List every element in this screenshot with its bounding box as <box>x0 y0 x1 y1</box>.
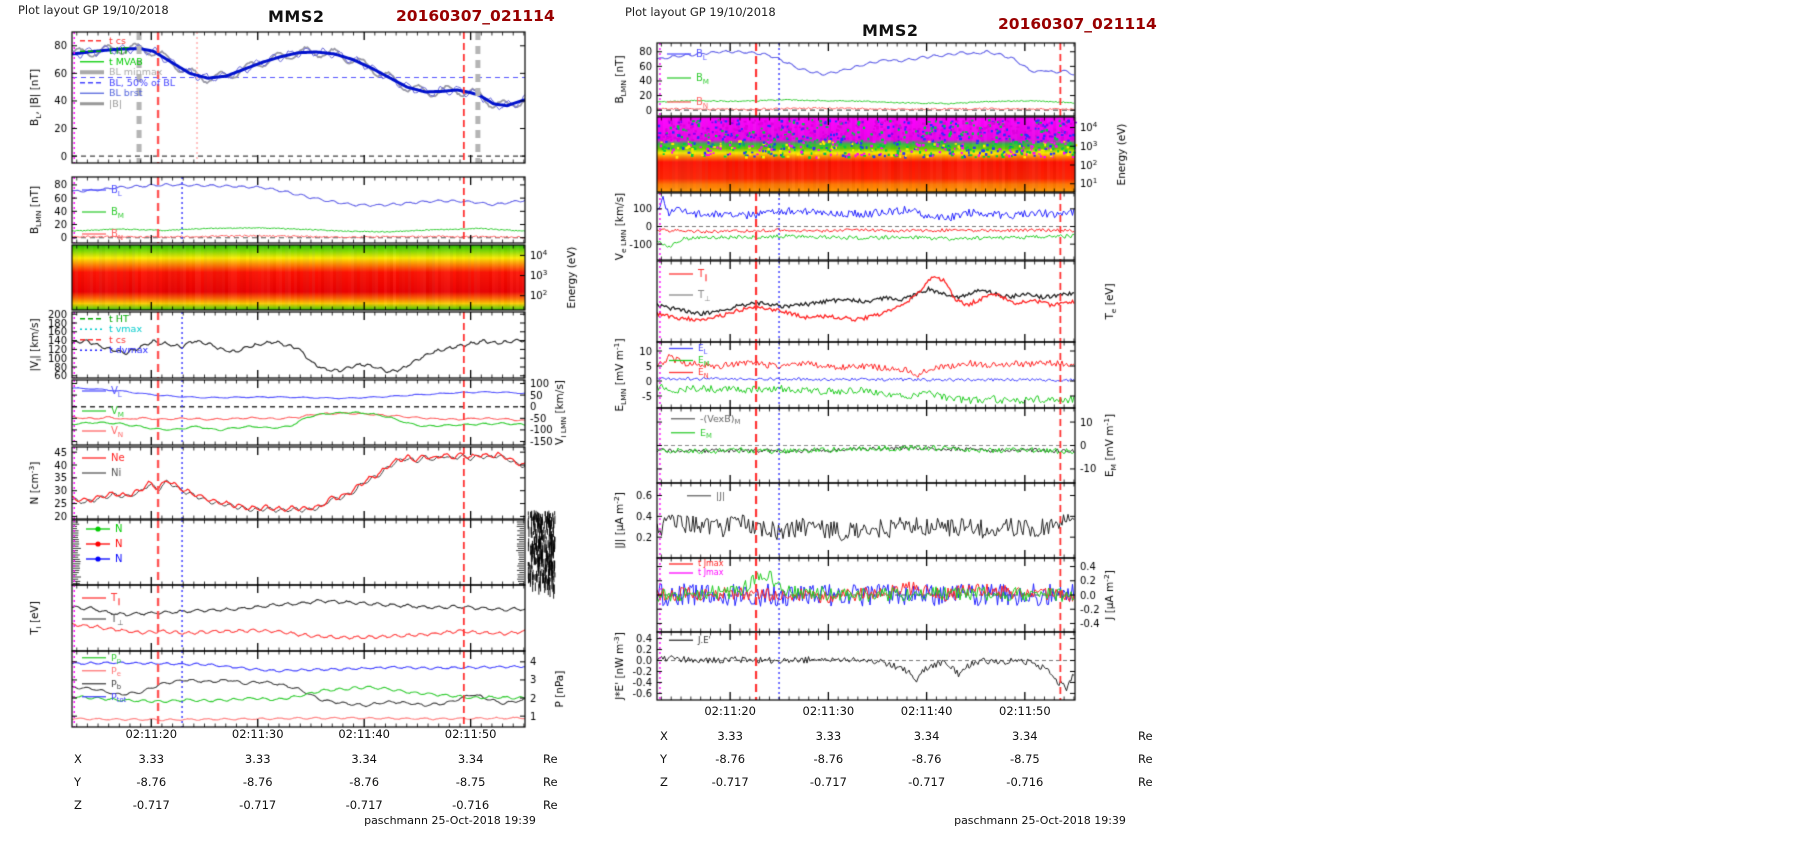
time-tick-label: 02:11:30 <box>231 727 284 741</box>
coord-value: -0.717 <box>345 798 383 812</box>
coord-value: -8.76 <box>813 752 844 766</box>
coord-value: -0.717 <box>132 798 170 812</box>
right-figure-title: MMS2 <box>862 21 919 40</box>
coord-value: -8.76 <box>349 775 380 789</box>
coord-row-label: Y <box>74 775 82 789</box>
coord-value: -0.717 <box>809 775 847 789</box>
coord-value: 3.34 <box>457 752 484 766</box>
figure-canvas <box>0 0 1210 745</box>
time-tick-label: 02:11:50 <box>444 727 497 741</box>
coord-value: -8.76 <box>136 775 167 789</box>
coord-value: 3.34 <box>913 729 940 743</box>
coord-row-label: Z <box>660 775 668 789</box>
coord-value: 3.34 <box>1012 729 1038 743</box>
coord-value: -8.75 <box>1009 752 1040 766</box>
time-tick-label: 02:11:40 <box>338 727 390 741</box>
coord-unit: Re <box>1138 775 1153 789</box>
coord-value: -8.76 <box>242 775 273 789</box>
left-figure-date: 20160307_021114 <box>396 7 555 25</box>
coord-value: 3.33 <box>815 729 842 743</box>
time-tick-label: 02:11:40 <box>900 704 953 718</box>
coord-unit: Re <box>543 798 558 812</box>
coord-value: -8.76 <box>911 752 942 766</box>
coord-value: 3.33 <box>244 752 271 766</box>
coord-row-label: Z <box>74 798 82 812</box>
left-layout-note: Plot layout GP 19/10/2018 <box>18 3 169 17</box>
time-tick-label: 02:11:50 <box>999 704 1051 718</box>
coord-unit: Re <box>543 752 558 766</box>
coord-row-label: Y <box>660 752 668 766</box>
right-layout-note: Plot layout GP 19/10/2018 <box>625 5 776 19</box>
coord-value: -0.716 <box>452 798 490 812</box>
time-tick-label: 02:11:30 <box>802 704 855 718</box>
left-figure-footer: paschmann 25-Oct-2018 19:39 <box>364 814 536 827</box>
coord-value: 3.34 <box>351 752 377 766</box>
coord-value: 3.33 <box>717 729 743 743</box>
coord-value: -8.76 <box>715 752 746 766</box>
left-figure-title: MMS2 <box>268 7 325 26</box>
coord-value: -0.717 <box>711 775 749 789</box>
coord-value: -0.716 <box>1006 775 1044 789</box>
right-figure-footer: paschmann 25-Oct-2018 19:39 <box>954 814 1126 827</box>
coord-value: -8.75 <box>455 775 486 789</box>
time-tick-label: 02:11:20 <box>125 727 178 741</box>
right-figure-date: 20160307_021114 <box>998 15 1157 33</box>
coord-unit: Re <box>1138 729 1153 743</box>
coord-unit: Re <box>1138 752 1153 766</box>
coord-row-label: X <box>660 729 668 743</box>
coord-value: 3.33 <box>138 752 165 766</box>
coord-value: -0.717 <box>239 798 277 812</box>
coord-unit: Re <box>543 775 558 789</box>
coord-row-label: X <box>74 752 82 766</box>
time-tick-label: 02:11:20 <box>704 704 756 718</box>
coord-value: -0.717 <box>908 775 946 789</box>
